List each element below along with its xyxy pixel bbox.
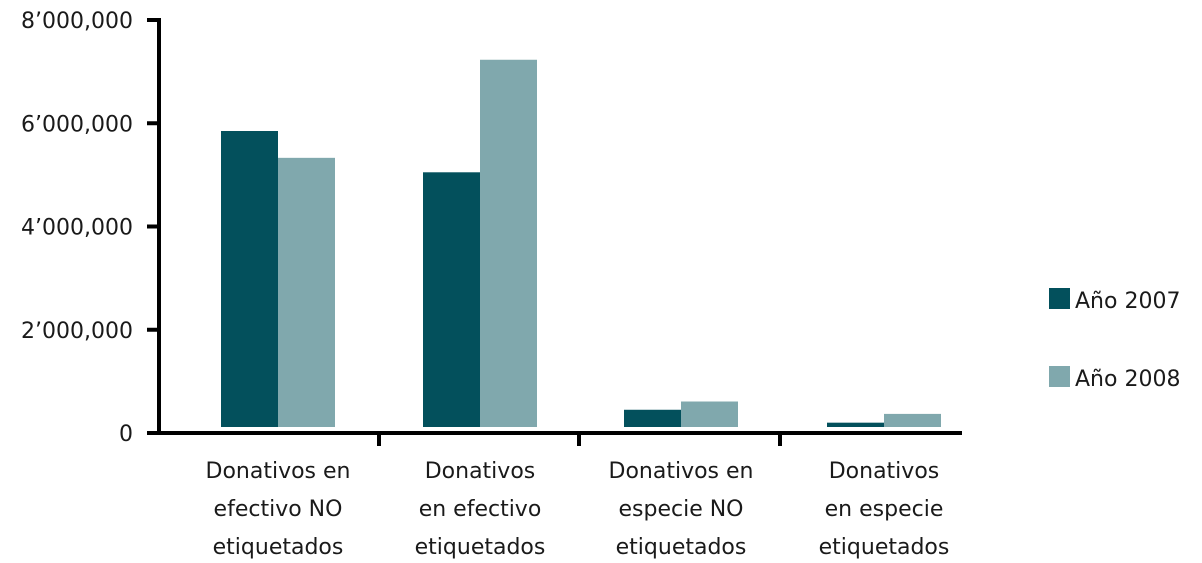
x-category-label: Donativos: [425, 459, 536, 484]
y-tick-label: 6’000,000: [21, 112, 133, 137]
x-category-label: en efectivo: [419, 497, 542, 522]
x-category-label: en especie: [825, 497, 944, 522]
x-category-label: etiquetados: [616, 535, 747, 560]
x-category-label: Donativos en: [206, 459, 351, 484]
chart-legend: Año 2007 Año 2008: [1049, 288, 1180, 392]
legend-label: Año 2007: [1075, 289, 1180, 314]
x-category-label: etiquetados: [819, 535, 950, 560]
bar-2008: [884, 413, 941, 427]
y-tick-label: 4’000,000: [21, 216, 133, 241]
legend-label: Año 2008: [1075, 367, 1180, 392]
x-category-label: efectivo NO: [214, 497, 343, 522]
legend-swatch: [1049, 288, 1070, 309]
x-category-label: etiquetados: [415, 535, 546, 560]
bar-2007: [423, 172, 480, 427]
chart-labels: 0 2’000,000 4’000,000 6’000,000 8’000,000 Don…: [21, 9, 949, 560]
y-tick-label: 8’000,000: [21, 9, 133, 34]
legend-swatch: [1049, 366, 1070, 387]
bar-2008: [480, 59, 537, 427]
x-category-label: Donativos en: [609, 459, 754, 484]
bar-2007: [624, 409, 681, 427]
bar-2008: [681, 401, 738, 427]
y-tick-label: 2’000,000: [21, 319, 133, 344]
x-category-label: etiquetados: [213, 535, 344, 560]
x-category-label: especie NO: [618, 497, 743, 522]
y-tick-label: 0: [119, 422, 133, 447]
x-category-label: Donativos: [829, 459, 940, 484]
chart-axes: [147, 18, 962, 446]
bar-2007: [221, 130, 278, 427]
bar-2007: [827, 422, 884, 427]
bar-2008: [278, 157, 335, 427]
chart-bars: [221, 59, 941, 427]
